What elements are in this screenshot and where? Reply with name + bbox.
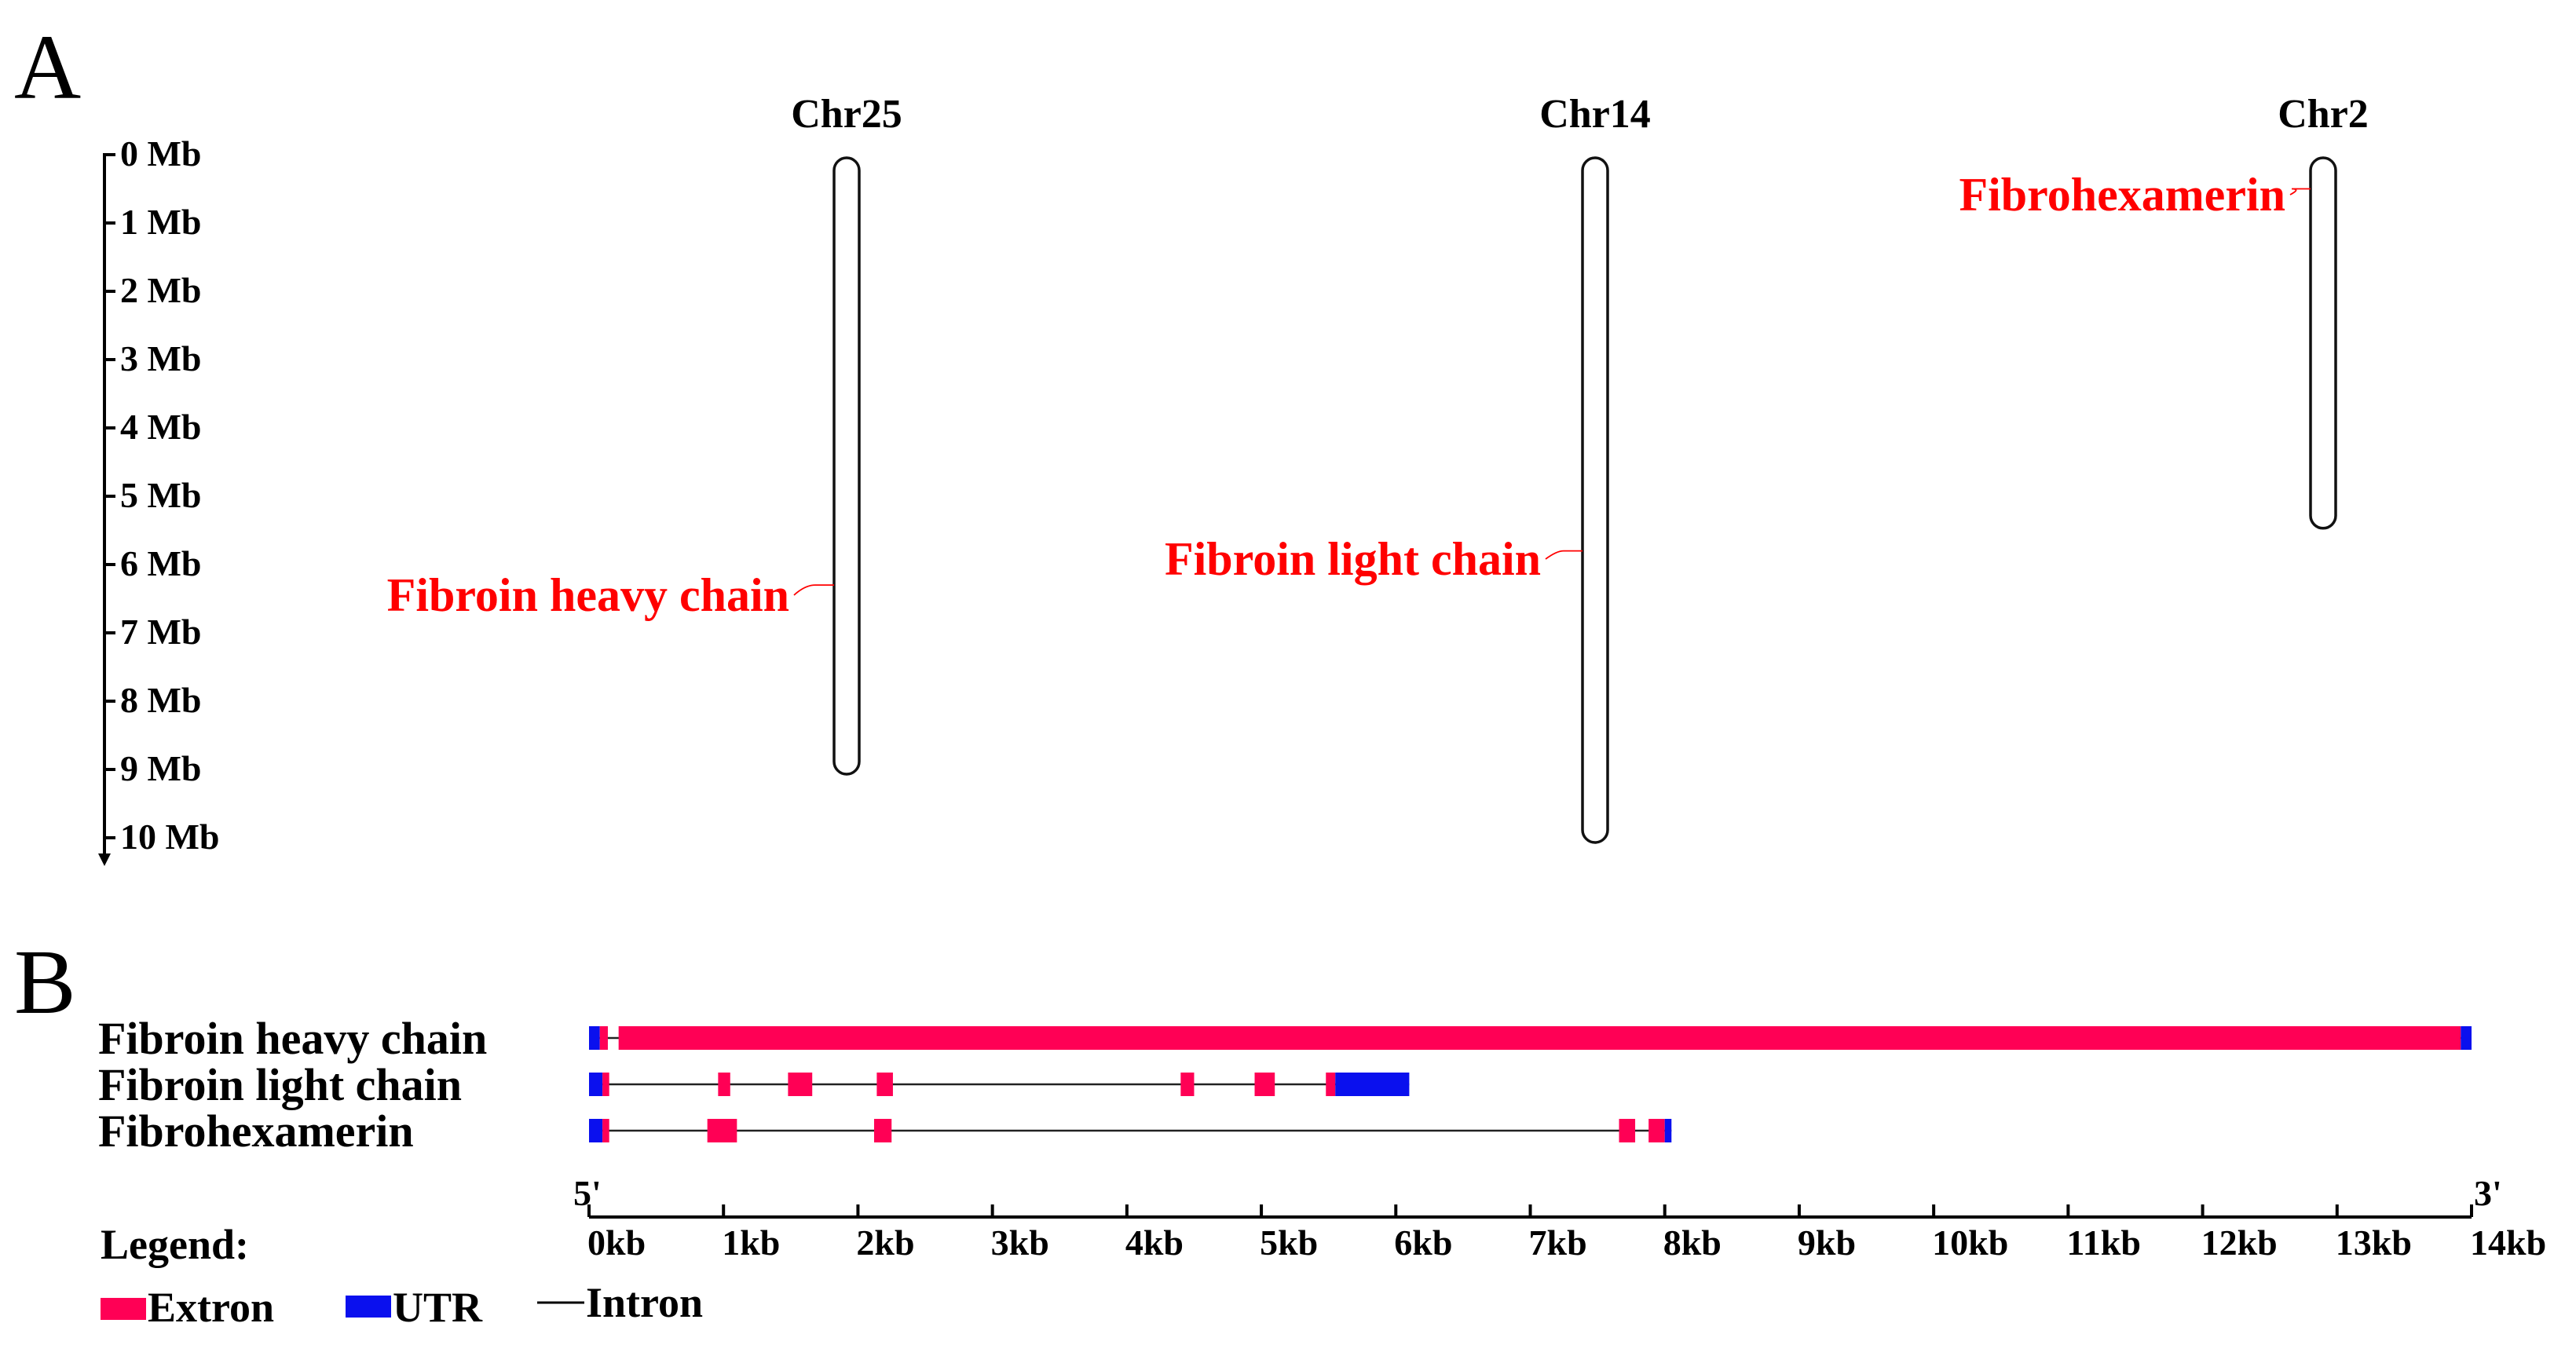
gene-connector-line bbox=[793, 584, 834, 596]
exon-block bbox=[602, 1119, 609, 1142]
kb-axis-tick-label: 9kb bbox=[1798, 1223, 1856, 1263]
chromosome-label: Chr25 bbox=[791, 92, 902, 137]
gene-position-label: Fibrohexamerin bbox=[1959, 169, 2285, 221]
scale-arrow-icon bbox=[98, 853, 111, 866]
panel-a-label: A bbox=[14, 16, 81, 119]
scale-tick-label: 5 Mb bbox=[120, 475, 202, 515]
gene-structure-label: Fibroin light chain bbox=[98, 1059, 462, 1110]
exon-block bbox=[599, 1026, 608, 1050]
chromosome-label: Chr14 bbox=[1539, 92, 1651, 137]
legend-exon-label: Extron bbox=[148, 1284, 274, 1331]
utr-block bbox=[2461, 1026, 2472, 1050]
kb-axis-tick-label: 10kb bbox=[1932, 1223, 2008, 1263]
kb-axis-tick-label: 13kb bbox=[2336, 1223, 2412, 1263]
utr-block bbox=[589, 1119, 603, 1142]
exon-block bbox=[788, 1073, 813, 1096]
gene-connector-line bbox=[2289, 188, 2311, 196]
scale-tick-label: 4 Mb bbox=[120, 407, 202, 447]
kb-axis-tick-label: 2kb bbox=[856, 1223, 914, 1263]
chromosome-body bbox=[2309, 156, 2337, 530]
three-prime-label: 3' bbox=[2474, 1173, 2502, 1213]
scale-tick-label: 7 Mb bbox=[120, 612, 202, 652]
kb-axis-tick-label: 3kb bbox=[991, 1223, 1049, 1263]
utr-block bbox=[589, 1073, 603, 1096]
legend-utr-label: UTR bbox=[393, 1284, 483, 1331]
exon-block bbox=[873, 1119, 892, 1142]
exon-block bbox=[707, 1119, 737, 1142]
kb-axis-tick-label: 0kb bbox=[587, 1223, 646, 1263]
gene-structure-label: Fibroin heavy chain bbox=[98, 1013, 487, 1064]
kb-axis-tick-label: 6kb bbox=[1394, 1223, 1452, 1263]
exon-block bbox=[1648, 1119, 1665, 1142]
scale-tick-label: 10 Mb bbox=[120, 817, 220, 857]
chromosome-label: Chr2 bbox=[2278, 92, 2369, 137]
scale-tick-label: 0 Mb bbox=[120, 133, 202, 174]
five-prime-label: 5' bbox=[573, 1173, 602, 1213]
kb-axis-tick-label: 5kb bbox=[1260, 1223, 1318, 1263]
chromosome-body bbox=[832, 156, 861, 776]
kb-axis-tick-label: 7kb bbox=[1529, 1223, 1587, 1263]
utr-block bbox=[589, 1026, 600, 1050]
kb-axis-tick-label: 4kb bbox=[1125, 1223, 1184, 1263]
exon-block bbox=[718, 1073, 730, 1096]
exon-block bbox=[1619, 1119, 1636, 1142]
exon-block bbox=[618, 1026, 2461, 1050]
kb-axis-tick-label: 14kb bbox=[2470, 1223, 2546, 1263]
exon-block bbox=[1326, 1073, 1336, 1096]
utr-block bbox=[1664, 1119, 1672, 1142]
scale-tick-label: 1 Mb bbox=[120, 202, 202, 242]
utr-block bbox=[1335, 1073, 1410, 1096]
scale-tick-label: 3 Mb bbox=[120, 338, 202, 378]
gene-connector-line bbox=[1545, 550, 1583, 560]
scale-tick-label: 9 Mb bbox=[120, 748, 202, 788]
exon-block bbox=[1254, 1073, 1275, 1096]
legend-exon-swatch bbox=[101, 1298, 146, 1320]
legend-title: Legend: bbox=[101, 1221, 249, 1268]
gene-position-label: Fibroin heavy chain bbox=[387, 569, 789, 621]
exon-block bbox=[1180, 1073, 1195, 1096]
scale-tick-label: 8 Mb bbox=[120, 680, 202, 720]
legend-intron-label: Intron bbox=[586, 1279, 703, 1326]
kb-axis-tick-label: 8kb bbox=[1663, 1223, 1722, 1263]
scale-tick-label: 2 Mb bbox=[120, 270, 202, 310]
kb-axis-tick-label: 1kb bbox=[722, 1223, 780, 1263]
chromosome-body bbox=[1581, 156, 1609, 844]
panel-b-label: B bbox=[14, 930, 76, 1033]
exon-block bbox=[876, 1073, 893, 1096]
kb-axis-tick-label: 12kb bbox=[2201, 1223, 2278, 1263]
gene-structure-label: Fibrohexamerin bbox=[98, 1106, 414, 1157]
scale-tick-label: 6 Mb bbox=[120, 543, 202, 583]
legend-utr-swatch bbox=[346, 1296, 391, 1318]
gene-position-label: Fibroin light chain bbox=[1165, 533, 1541, 585]
exon-block bbox=[602, 1073, 609, 1096]
kb-axis-tick-label: 11kb bbox=[2066, 1223, 2141, 1263]
